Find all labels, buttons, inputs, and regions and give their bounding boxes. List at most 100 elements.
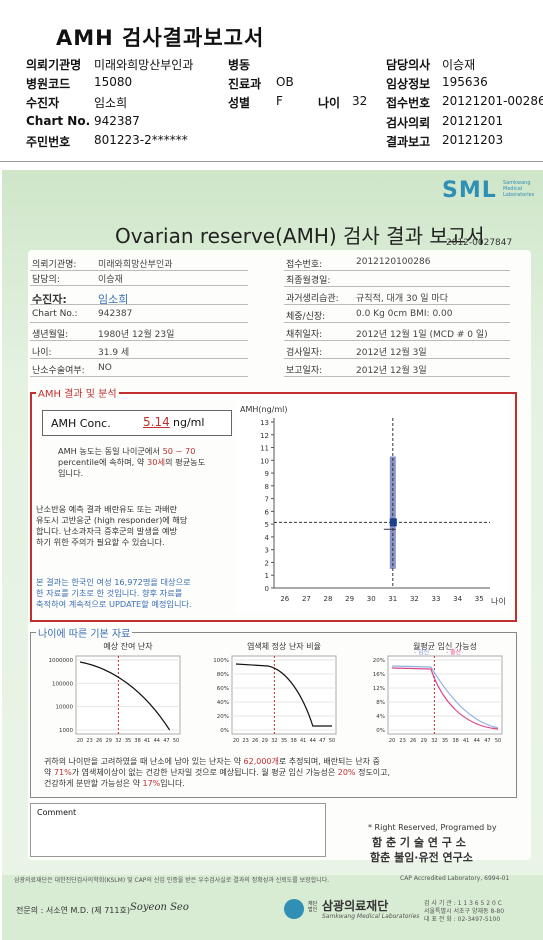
amh-conc-label: AMH Conc. xyxy=(51,417,111,430)
amh-section-legend: AMH 결과 및 분석 xyxy=(36,385,119,400)
header-label: 검사의뢰 xyxy=(386,116,431,130)
y-tick-label: 1 xyxy=(265,572,269,580)
y-tick-label: 3 xyxy=(265,547,269,555)
header-label: 담당의사 xyxy=(386,58,431,72)
mini-x-tick-label: 44 xyxy=(154,738,160,744)
header-value: F xyxy=(276,94,283,108)
amh-conc-unit: ng/ml xyxy=(173,416,205,429)
field-rule xyxy=(284,270,510,271)
field-label: 접수번호: xyxy=(286,260,323,270)
header-label: 결과보고 xyxy=(386,135,431,149)
mini-x-tick-label: 32 xyxy=(271,738,277,744)
header-label: 접수번호 xyxy=(386,96,431,110)
mini-y-tick-label: 20% xyxy=(373,658,385,664)
mini-x-tick-label: 41 xyxy=(144,738,150,744)
mini-x-tick-label: 29 xyxy=(262,738,268,744)
mini-chart-frame xyxy=(231,655,337,735)
y-tick-label: 8 xyxy=(265,483,269,491)
field-label: 최종월경일: xyxy=(286,276,331,286)
eggs-curve xyxy=(79,661,171,731)
mini-y-tick-label: 80% xyxy=(217,672,229,678)
header-label: Chart No. xyxy=(26,114,91,128)
mini-x-tick-label: 50 xyxy=(173,738,179,744)
x-tick-label: 26 xyxy=(280,595,289,603)
field-value: 2012년 12월 3일 xyxy=(356,366,427,376)
mini-y-tick-label: 60% xyxy=(217,686,229,692)
y-tick-label: 12 xyxy=(260,432,269,440)
mini-y-tick-label: 12% xyxy=(373,686,385,692)
note-line: 합니다. 난소과자극 증후군의 발생을 예방 xyxy=(36,526,178,536)
field-rule xyxy=(284,304,510,305)
comment-label: Comment xyxy=(37,808,77,817)
birth-curve xyxy=(391,667,499,730)
mini-x-tick-label: 41 xyxy=(463,738,469,744)
x-tick-label: 34 xyxy=(453,595,462,603)
header-label: 의뢰기관명 xyxy=(26,58,82,72)
field-label: 체중/신장: xyxy=(286,312,326,322)
field-value: 이승재 xyxy=(98,275,123,285)
field-value: 미래와희망산부인과 xyxy=(98,260,173,270)
mini-x-tick-label: 50 xyxy=(329,738,335,744)
field-label: 과거생리습관: xyxy=(286,294,339,304)
header-value: 801223-2****** xyxy=(94,133,188,147)
header-value: 미래와희망산부인과 xyxy=(94,58,194,72)
mini-x-tick-label: 26 xyxy=(410,738,416,744)
y-tick-label: 5 xyxy=(265,521,269,529)
mini-y-tick-label: 4% xyxy=(376,714,385,720)
note-line: 난소반응 예측 결과 배란유도 또는 과배란 xyxy=(36,504,178,514)
header-divider xyxy=(0,161,543,162)
x-axis-label: 나이 xyxy=(491,596,506,606)
pregnancy-curve xyxy=(391,665,499,729)
mini-x-tick-label: 38 xyxy=(134,738,140,744)
mini-x-tick-label: 47 xyxy=(484,738,490,744)
x-tick-label: 30 xyxy=(367,595,376,603)
x-tick-label: 33 xyxy=(432,595,441,603)
field-value: NO xyxy=(98,363,112,373)
note-line: 유도시 고반응군 (high responder)에 해당 xyxy=(36,515,188,525)
x-tick-label: 27 xyxy=(302,595,311,603)
header-value: 20121201-00286 xyxy=(442,94,543,108)
header-value: 20121201 xyxy=(442,114,504,128)
header-label: 병원코드 xyxy=(26,77,71,91)
footer-org: 삼광의료재단 xyxy=(322,899,389,913)
field-rule xyxy=(284,322,510,323)
field-value: 임소희 xyxy=(98,293,129,306)
field-label: 수진자: xyxy=(32,293,67,306)
field-value: 2012년 12월 1일 (MCD # 0 일) xyxy=(356,330,488,340)
field-rule xyxy=(30,285,248,286)
header-value: 942387 xyxy=(94,114,140,128)
mini-x-tick-label: 29 xyxy=(421,738,427,744)
mini-x-tick-label: 20 xyxy=(389,738,395,744)
field-value: 규칙적, 대개 30 일 마다 xyxy=(356,294,448,304)
mini-x-tick-label: 50 xyxy=(495,738,501,744)
samkwang-emblem xyxy=(284,899,304,919)
legend-pregnancy: - 임신 xyxy=(414,648,429,656)
field-rule xyxy=(30,270,248,271)
amh-conc-box: AMH Conc. 5.14 ng/ml xyxy=(42,410,232,436)
mini-x-tick-label: 47 xyxy=(319,738,325,744)
note-line: 한 자료를 기초로 한 것입니다. 향후 자료를 xyxy=(36,588,183,598)
mini-y-tick-label: 10000 xyxy=(56,705,74,711)
field-rule xyxy=(284,286,510,287)
mini-y-tick-label: 16% xyxy=(373,672,385,678)
page-title: AMH 검사결과보고서 xyxy=(56,26,265,50)
field-label: 검사일자: xyxy=(286,348,323,358)
header-label: 수진자 xyxy=(26,96,60,110)
header-value: 32 xyxy=(352,94,368,108)
field-rule xyxy=(284,376,510,377)
mini-y-tick-label: 20% xyxy=(217,714,229,720)
sml-logo: SML xyxy=(442,178,497,203)
field-value: 1980년 12월 23일 xyxy=(98,330,175,340)
y-tick-label: 6 xyxy=(265,508,270,516)
amh-note-3: 본 결과는 한국인 여성 16,972명을 대상으로 한 자료를 기초로 한 것입… xyxy=(36,577,236,610)
field-rule xyxy=(30,322,248,323)
footer-doctor: 전문의 : 서소연 M.D. (제 711호) xyxy=(16,906,130,915)
mini-x-tick-label: 20 xyxy=(77,738,83,744)
patient-point xyxy=(389,518,397,527)
footer-org-small: 재단법인 xyxy=(308,901,318,913)
note-line: 축적하여 계속적으로 UPDATE할 예정입니다. xyxy=(36,599,192,609)
amh-chart-bg xyxy=(236,400,508,612)
amh-note-1: AMH 농도는 동일 나이군에서 50 ~ 70 percentile에 속하며… xyxy=(58,446,206,478)
amh-conc-value: 5.14 xyxy=(143,415,170,429)
header-value: 15080 xyxy=(94,75,133,89)
